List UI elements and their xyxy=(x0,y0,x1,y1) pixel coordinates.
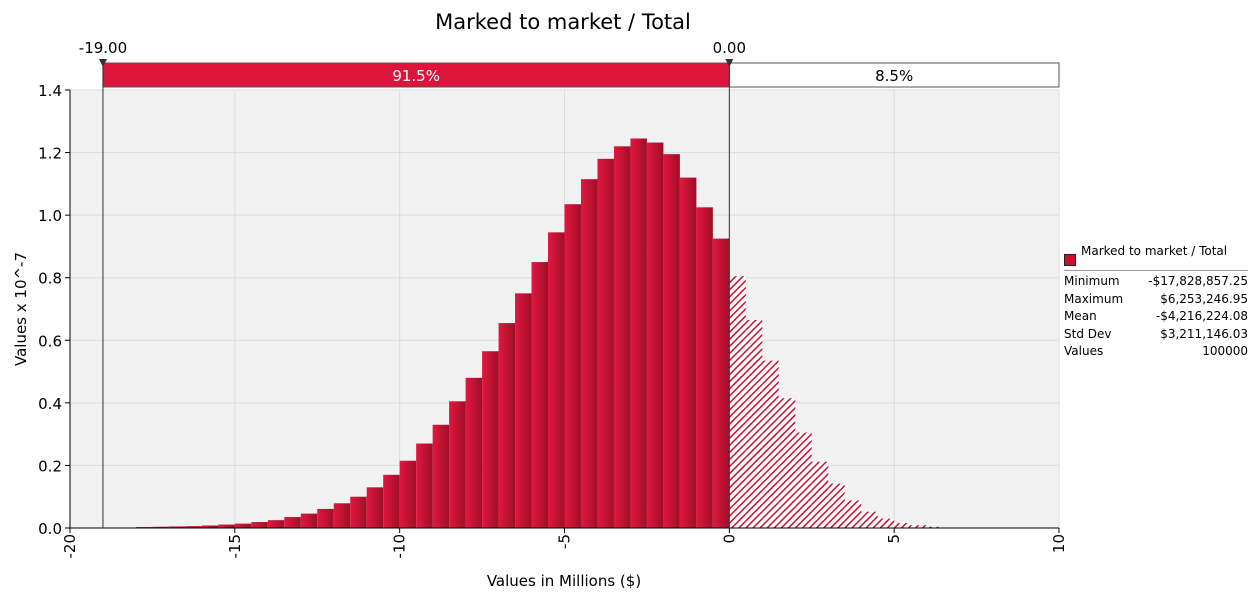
histogram-bar xyxy=(580,179,598,528)
range-slider[interactable]: 91.5% 8.5% -19.00 0.00 xyxy=(79,39,1060,528)
x-axis-label: Values in Millions ($) xyxy=(487,572,641,590)
y-tick-label: 1.4 xyxy=(38,82,62,100)
histogram-bar xyxy=(795,432,812,528)
histogram-bar xyxy=(383,474,400,528)
x-tick-label: -15 xyxy=(226,534,244,559)
y-axis-ticks: 0.0 0.2 0.4 0.6 0.8 1.0 1.2 1.4 xyxy=(38,82,70,538)
stat-value: $6,253,246.95 xyxy=(1160,291,1248,306)
stat-label: Mean xyxy=(1064,309,1097,323)
histogram-bar xyxy=(762,360,779,528)
histogram-bars xyxy=(135,138,944,529)
histogram-bar xyxy=(515,293,532,528)
histogram-bar xyxy=(613,146,631,529)
slider-right-value: 0.00 xyxy=(713,39,746,57)
y-tick-label: 1.0 xyxy=(38,207,62,225)
histogram-bar xyxy=(712,238,730,528)
histogram-bar xyxy=(778,398,796,528)
stat-label: Std Dev xyxy=(1064,326,1112,341)
slider-left-value: -19.00 xyxy=(79,39,127,57)
histogram-bar xyxy=(432,424,450,528)
legend-series-name: Marked to market / Total xyxy=(1081,244,1228,258)
legend-swatch xyxy=(1064,254,1076,266)
y-tick-label: 0.2 xyxy=(38,457,62,475)
histogram-bar xyxy=(548,232,565,528)
histogram-bar xyxy=(333,503,351,528)
histogram-bar xyxy=(745,319,763,528)
histogram-bar xyxy=(218,524,235,528)
stat-row: Minimum -$17,828,857.25 xyxy=(1064,273,1248,291)
histogram-bar xyxy=(399,460,417,528)
stat-row: Std Dev $3,211,146.03 xyxy=(1064,326,1248,344)
legend-entry: Marked to market / Total xyxy=(1064,244,1250,266)
y-tick-label: 1.2 xyxy=(38,145,62,163)
histogram-bar xyxy=(630,138,647,528)
histogram-bar xyxy=(498,323,516,528)
stat-value: -$4,216,224.08 xyxy=(1155,309,1248,323)
chart-title: Marked to market / Total xyxy=(435,10,691,34)
histogram-bar xyxy=(894,522,911,528)
stat-row: Values 100000 xyxy=(1064,343,1248,361)
slider-right-region xyxy=(728,62,1060,88)
histogram-bar xyxy=(234,523,252,528)
right-marker-handle[interactable] xyxy=(725,59,734,67)
histogram-bar xyxy=(844,500,862,528)
histogram-bar xyxy=(646,142,664,528)
y-tick-label: 0.8 xyxy=(38,270,62,288)
x-tick-label: 0 xyxy=(720,534,738,544)
x-axis-ticks: -20 -15 -10 -5 0 5 10 xyxy=(61,528,1068,559)
y-tick-label: 0.0 xyxy=(38,520,62,538)
histogram-bar xyxy=(366,487,384,528)
x-tick-label: -10 xyxy=(391,534,409,559)
histogram-bar xyxy=(317,508,334,528)
stat-value: -$17,828,857.25 xyxy=(1148,274,1248,288)
histogram-bar xyxy=(185,526,202,528)
histogram-bar xyxy=(267,520,285,528)
histogram-bar xyxy=(449,401,466,528)
histogram-bar xyxy=(168,526,186,528)
x-tick-label: -20 xyxy=(61,534,79,559)
stat-value: $3,211,146.03 xyxy=(1160,326,1248,341)
histogram-bar xyxy=(564,204,581,528)
histogram-bar xyxy=(251,522,268,528)
stat-label: Maximum xyxy=(1064,291,1124,306)
x-tick-label: -5 xyxy=(556,534,574,549)
slider-right-percent: 8.5% xyxy=(875,67,913,85)
y-tick-label: 0.4 xyxy=(38,395,62,413)
histogram-bar xyxy=(828,483,845,528)
histogram-bar xyxy=(531,262,549,528)
histogram-bar xyxy=(152,526,169,528)
stat-row: Mean -$4,216,224.08 xyxy=(1064,308,1248,326)
histogram-bar xyxy=(416,443,433,528)
histogram-bar xyxy=(300,513,318,528)
histogram-bar xyxy=(350,496,367,528)
histogram-bar xyxy=(910,525,928,528)
left-marker-handle[interactable] xyxy=(98,59,107,67)
legend-divider xyxy=(1064,270,1248,271)
y-tick-label: 0.6 xyxy=(38,332,62,350)
histogram-bar xyxy=(696,207,713,529)
histogram-bar xyxy=(927,526,944,528)
histogram-bar xyxy=(597,158,614,529)
histogram-bar xyxy=(482,351,499,528)
slider-left-percent: 91.5% xyxy=(392,67,440,85)
histogram-bar xyxy=(729,276,746,528)
histogram-bar xyxy=(201,525,219,528)
histogram-bar xyxy=(861,511,878,528)
y-axis-label: Values x 10^-7 xyxy=(12,252,30,366)
stat-value: 100000 xyxy=(1202,344,1248,358)
statistics-table: Minimum -$17,828,857.25 Maximum $6,253,246.… xyxy=(1064,273,1250,361)
x-tick-label: 10 xyxy=(1050,534,1068,553)
stat-label: Minimum xyxy=(1064,274,1120,288)
histogram-bar xyxy=(465,377,483,528)
x-tick-label: 5 xyxy=(885,534,903,544)
legend: Marked to market / Total Minimum -$17,828… xyxy=(1064,244,1250,361)
histogram-bar xyxy=(877,518,895,528)
histogram-bar xyxy=(284,517,301,528)
histogram-bar xyxy=(811,461,829,528)
stat-row: Maximum $6,253,246.95 xyxy=(1064,291,1248,309)
histogram-bar xyxy=(679,177,697,528)
histogram-bar xyxy=(663,154,680,528)
stat-label: Values xyxy=(1064,344,1104,358)
